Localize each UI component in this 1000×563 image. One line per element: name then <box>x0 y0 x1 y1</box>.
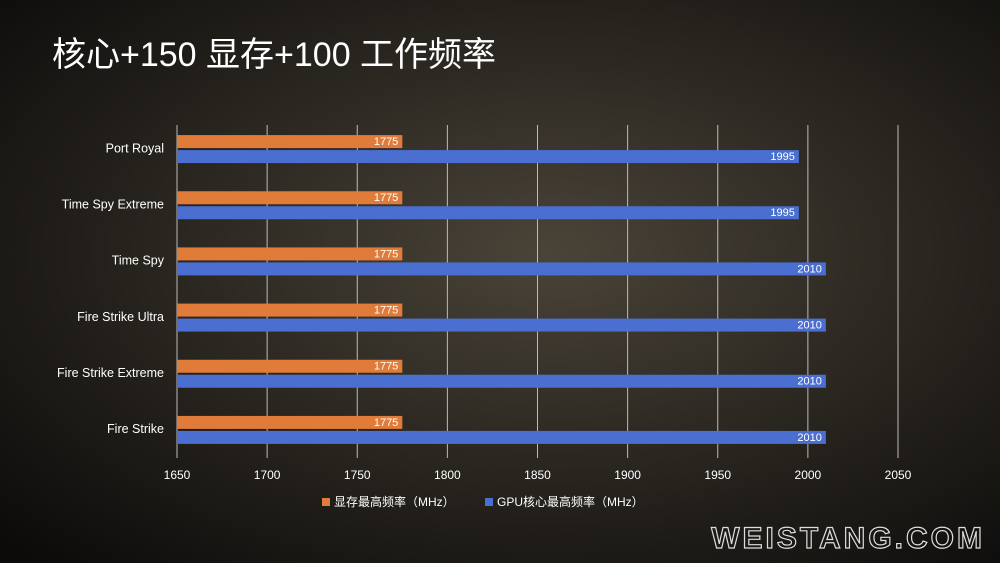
bar <box>177 206 799 220</box>
x-tick-label: 1950 <box>704 468 731 482</box>
value-label: 1775 <box>374 417 398 429</box>
y-tick-label: Port Royal <box>106 141 164 155</box>
y-tick-label: Time Spy Extreme <box>62 198 164 212</box>
chart-title: 核心+150 显存+100 工作频率 <box>52 36 496 74</box>
x-tick-label: 1850 <box>524 468 551 482</box>
bar <box>177 247 403 261</box>
y-tick-label: Fire Strike Extreme <box>57 366 164 380</box>
x-tick-label: 1900 <box>614 468 641 482</box>
bar <box>177 318 826 332</box>
value-label: 1775 <box>374 361 398 373</box>
x-tick-label: 2050 <box>885 468 912 482</box>
legend-label: GPU核心最高频率（MHz） <box>497 494 644 509</box>
bar <box>177 415 403 429</box>
legend-swatch <box>322 498 330 506</box>
y-tick-label: Fire Strike Ultra <box>77 310 164 324</box>
value-label: 1775 <box>374 248 398 260</box>
value-label: 1995 <box>770 151 794 163</box>
value-label: 2010 <box>797 376 821 388</box>
x-tick-label: 1650 <box>164 468 191 482</box>
y-tick-label: Time Spy <box>112 254 165 268</box>
bar <box>177 359 403 373</box>
bar <box>177 191 403 205</box>
value-label: 1775 <box>374 192 398 204</box>
x-tick-label: 1750 <box>344 468 371 482</box>
value-label: 1775 <box>374 304 398 316</box>
legend-swatch <box>485 498 493 506</box>
value-label: 1995 <box>770 207 794 219</box>
x-tick-label: 1700 <box>254 468 281 482</box>
x-tick-label: 2000 <box>795 468 822 482</box>
bar <box>177 150 799 164</box>
bar <box>177 430 826 444</box>
value-label: 2010 <box>797 319 821 331</box>
legend-label: 显存最高频率（MHz） <box>334 494 455 509</box>
y-tick-label: Fire Strike <box>107 422 164 436</box>
bar <box>177 374 826 388</box>
bar <box>177 303 403 317</box>
watermark: WEISTANG.COM <box>711 522 985 555</box>
value-label: 2010 <box>797 432 821 444</box>
bar <box>177 262 826 276</box>
bar <box>177 135 403 149</box>
value-label: 1775 <box>374 136 398 148</box>
x-tick-label: 1800 <box>434 468 461 482</box>
value-label: 2010 <box>797 263 821 275</box>
